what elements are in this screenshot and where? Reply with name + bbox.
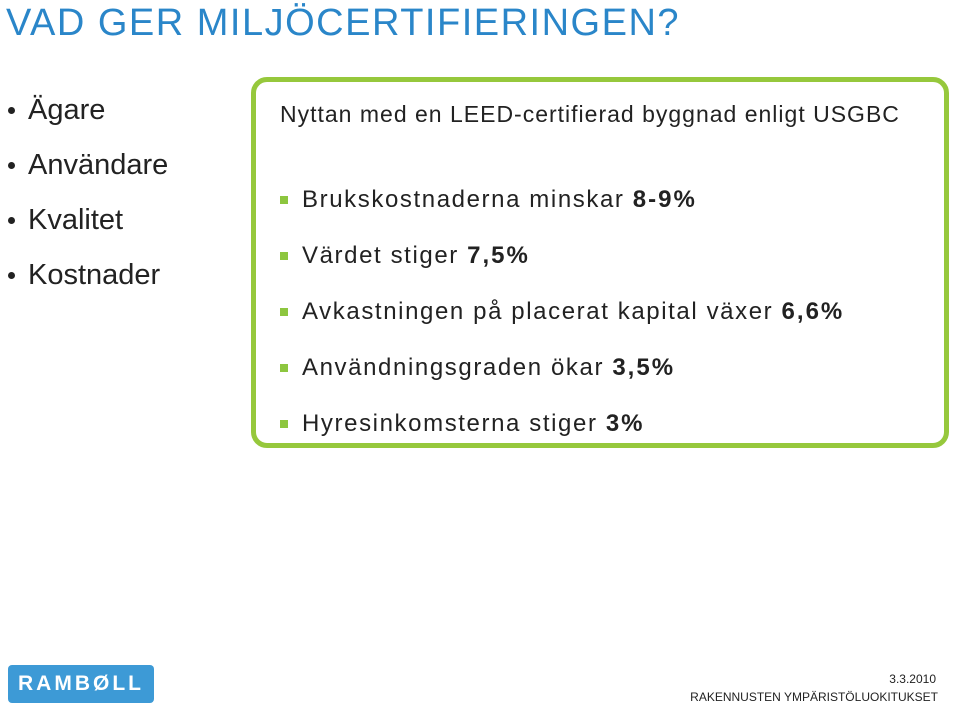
benefit-item: Avkastningen på placerat kapital växer 6… xyxy=(278,297,844,353)
benefit-item: Användningsgraden ökar 3,5% xyxy=(278,353,844,409)
slide-date: 3.3.2010 xyxy=(889,672,936,686)
benefit-text: Värdet stiger xyxy=(302,242,468,269)
logo-text: RAMBØLL xyxy=(18,672,144,695)
benefit-value: 7,5% xyxy=(467,242,530,269)
benefit-value: 8-9% xyxy=(632,186,697,213)
benefit-value: 6,6% xyxy=(781,298,845,325)
list-item-costs: Kostnader xyxy=(4,253,168,308)
footer-text: RAKENNUSTEN YMPÄRISTÖLUOKITUKSET xyxy=(690,690,938,704)
benefit-text: Avkastningen på placerat kapital växer xyxy=(302,298,782,325)
list-item-user: Användare xyxy=(4,143,168,198)
page-title: VAD GER MILJÖCERTIFIERINGEN? xyxy=(6,2,681,44)
benefit-value: 3,5% xyxy=(612,354,676,381)
list-item-owner: Ägare xyxy=(4,88,168,143)
ramboll-logo: RAMBØLL xyxy=(8,665,154,703)
benefit-text: Hyresinkomsterna stiger xyxy=(302,410,606,437)
benefits-heading: Nyttan med en LEED-certifierad byggnad e… xyxy=(280,101,900,127)
benefit-item: Hyresinkomsterna stiger 3% xyxy=(278,409,844,465)
benefits-list: Brukskostnaderna minskar 8-9% Värdet sti… xyxy=(278,185,844,465)
benefits-box: Nyttan med en LEED-certifierad byggnad e… xyxy=(251,77,949,448)
benefit-value: 3% xyxy=(605,410,645,437)
benefit-text: Brukskostnaderna minskar xyxy=(302,186,633,213)
benefit-item: Brukskostnaderna minskar 8-9% xyxy=(278,185,844,241)
benefit-text: Användningsgraden ökar xyxy=(302,354,613,381)
left-bullet-list: Ägare Användare Kvalitet Kostnader xyxy=(4,88,168,308)
list-item-quality: Kvalitet xyxy=(4,198,168,253)
benefit-item: Värdet stiger 7,5% xyxy=(278,241,844,297)
